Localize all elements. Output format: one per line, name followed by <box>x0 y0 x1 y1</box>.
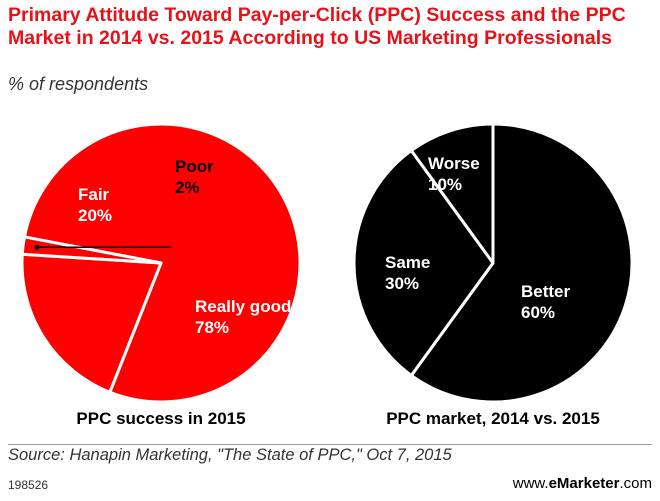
pie-label-fair: Fair <box>78 185 110 204</box>
brand-suffix: .com <box>619 475 652 492</box>
pie-slice-better <box>409 122 634 404</box>
pie-value-poor: 2% <box>175 178 200 197</box>
brand-prefix: www. <box>512 475 549 492</box>
pie-label-better: Better <box>521 282 571 301</box>
brand-link[interactable]: www.eMarketer.com <box>513 475 652 492</box>
chart-id: 198526 <box>8 478 49 492</box>
pie-value-fair: 20% <box>78 206 112 225</box>
chart-title: Primary Attitude Toward Pay-per-Click (P… <box>8 4 626 49</box>
pie-chart-ppc-success: Really good 78% Fair 20% Poor 2% <box>20 122 302 404</box>
pie-caption-ppc-market: PPC market, 2014 vs. 2015 <box>386 409 600 428</box>
pie-value-worse: 10% <box>428 175 462 194</box>
pie-leader-dot-poor <box>34 244 40 250</box>
pie-slice-fair <box>20 252 163 394</box>
pie-caption-ppc-success: PPC success in 2015 <box>76 409 245 428</box>
source-note: Source: Hanapin Marketing, "The State of… <box>8 446 452 464</box>
chart-subtitle: % of respondents <box>8 74 149 94</box>
pie-label-poor: Poor <box>175 157 214 176</box>
pie-label-same: Same <box>385 253 430 272</box>
pie-value-really-good: 78% <box>195 318 229 337</box>
pie-label-worse: Worse <box>428 154 480 173</box>
pie-value-better: 60% <box>521 303 555 322</box>
pie-value-same: 30% <box>385 274 419 293</box>
brand-name: eMarketer <box>548 475 620 492</box>
pie-chart-ppc-market: Better 60% Same 30% Worse 10% <box>352 122 634 404</box>
pie-slice-same <box>352 149 495 377</box>
pie-slice-worse <box>409 122 495 265</box>
pie-label-really-good: Really good <box>195 297 291 316</box>
source-divider <box>8 444 652 445</box>
pie-slice-poor <box>20 235 163 265</box>
